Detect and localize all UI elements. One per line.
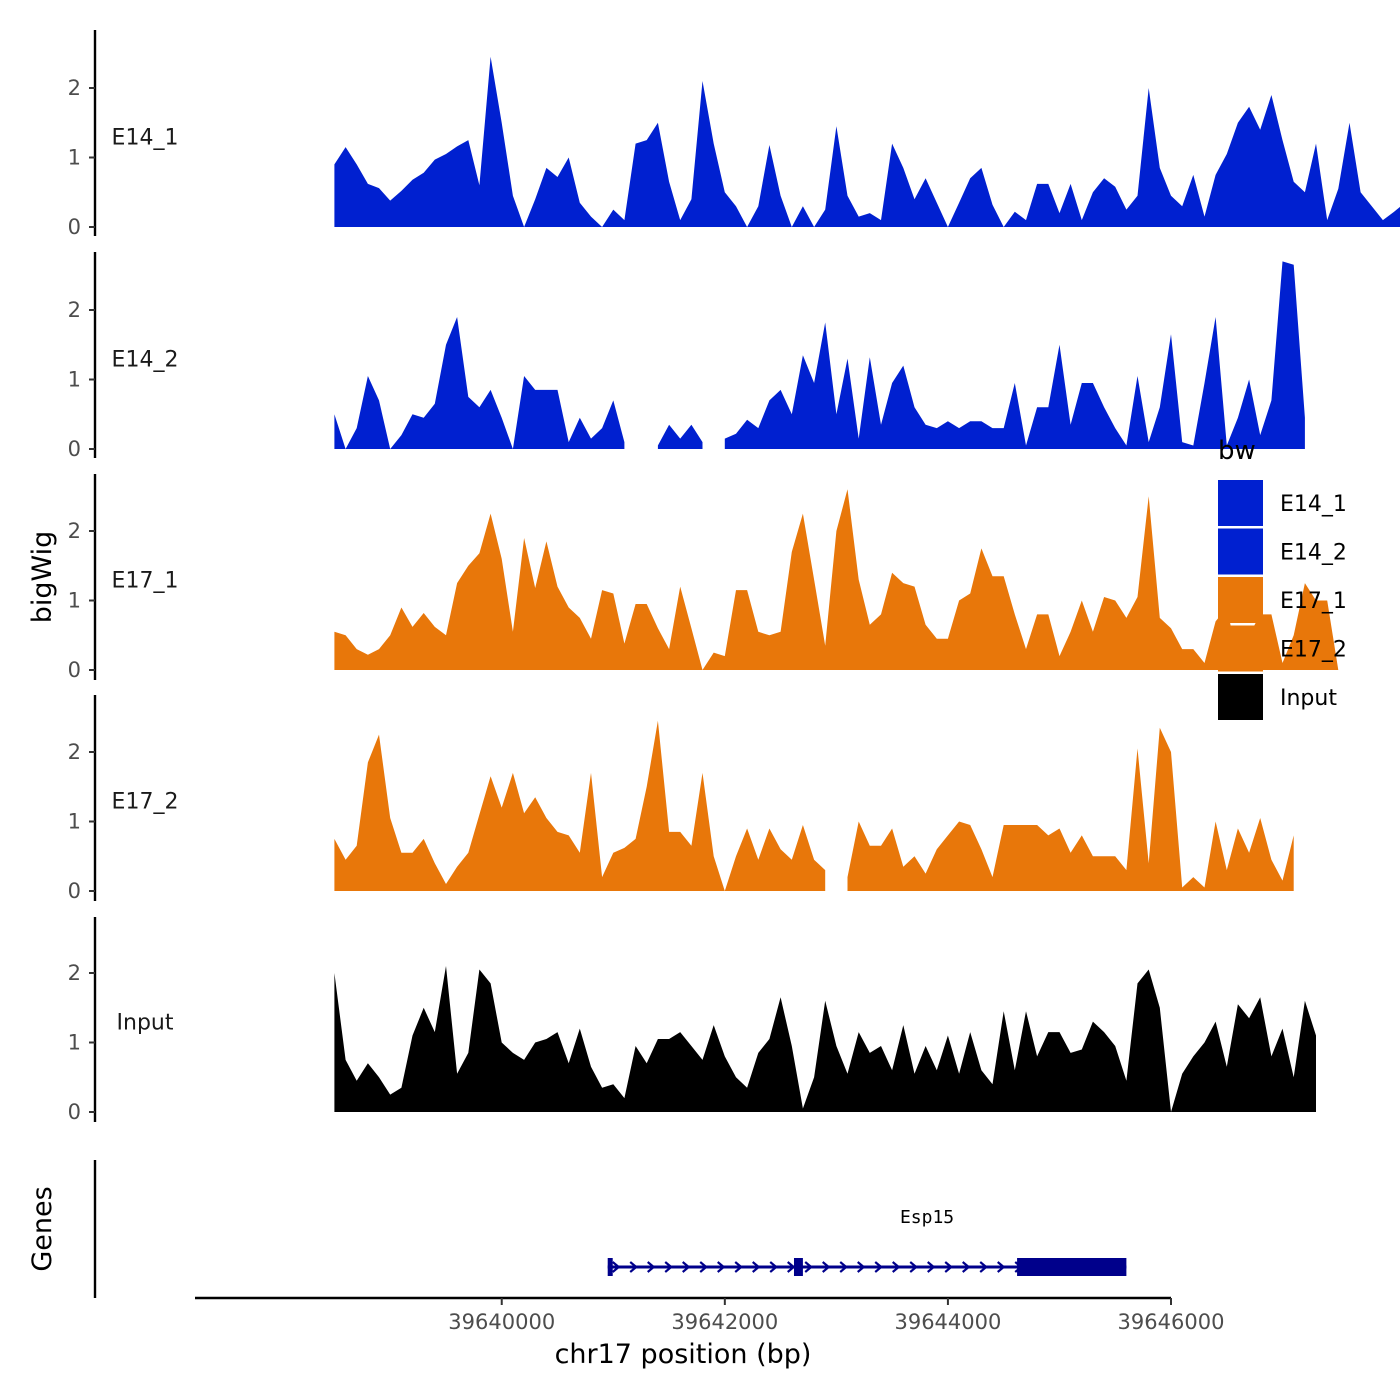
strand-arrow xyxy=(612,1261,621,1273)
gene-exon xyxy=(1017,1258,1127,1276)
signal-area-E14_2 xyxy=(334,317,625,449)
x-tick-label: 39644000 xyxy=(894,1310,1001,1334)
strand-arrow xyxy=(647,1261,656,1273)
legend-label: E14_2 xyxy=(1280,541,1347,566)
track-E17_2: 0 1 2 E17_2 xyxy=(68,695,1294,903)
y-tick-label: 1 xyxy=(68,146,81,170)
signal-area-Input xyxy=(334,966,1316,1112)
track-label: E17_2 xyxy=(112,790,179,815)
y-tick-label: 1 xyxy=(68,810,81,834)
legend-title: bw xyxy=(1218,436,1256,466)
legend-key-E17_2 xyxy=(1218,625,1263,672)
genes-track-title: Genes xyxy=(27,1186,58,1271)
legend-key-Input xyxy=(1218,674,1263,720)
strand-arrow xyxy=(979,1261,988,1273)
gene-models: Esp15 xyxy=(607,1207,1127,1276)
strand-arrow xyxy=(909,1261,918,1273)
x-tick-label: 39640000 xyxy=(448,1310,555,1334)
legend-label: Input xyxy=(1280,686,1337,711)
strand-arrow xyxy=(664,1261,673,1273)
y-tick-label: 0 xyxy=(68,879,81,903)
strand-arrow xyxy=(962,1261,971,1273)
track-label: E14_2 xyxy=(112,348,179,373)
y-axis-title: bigWig xyxy=(27,531,58,624)
track-label: Input xyxy=(117,1011,174,1036)
signal-area-E14_2 xyxy=(657,424,703,449)
x-axis: 39640000 39642000 39644000 39646000 xyxy=(195,1296,1225,1334)
strand-arrow xyxy=(804,1261,813,1273)
track-E17_1: 0 1 2 E17_1 xyxy=(68,474,1339,682)
legend-label: E14_1 xyxy=(1280,492,1347,517)
y-tick-label: 0 xyxy=(68,215,81,239)
gene-name-label: Esp15 xyxy=(900,1207,954,1228)
y-tick-label: 1 xyxy=(68,368,81,392)
genes-track: Genes Esp15 xyxy=(27,1160,1127,1298)
track-Input: 0 1 2 Input xyxy=(68,917,1316,1124)
strand-arrow xyxy=(769,1261,778,1273)
gene-Esp15: Esp15 xyxy=(607,1207,1127,1276)
track-label: E17_1 xyxy=(112,569,179,594)
strand-arrow xyxy=(997,1261,1006,1273)
legend-key-E17_1 xyxy=(1218,577,1263,623)
track-E14_2: 0 1 2 E14_2 xyxy=(68,252,1305,461)
y-tick-label: 1 xyxy=(68,1031,81,1055)
legend-key-E14_1 xyxy=(1218,480,1263,526)
y-tick-label: 0 xyxy=(68,437,81,461)
x-axis-title: chr17 position (bp) xyxy=(555,1339,812,1370)
y-tick-label: 0 xyxy=(68,658,81,682)
strand-arrow xyxy=(839,1261,848,1273)
track-label: E14_1 xyxy=(112,126,179,151)
y-tick-label: 1 xyxy=(68,589,81,613)
legend-label: E17_2 xyxy=(1280,638,1347,663)
y-tick-label: 2 xyxy=(68,961,81,985)
track-E14_1: 0 1 2 E14_1 xyxy=(68,30,1400,239)
signal-area-E14_1 xyxy=(334,56,1400,227)
legend: bw E14_1 E14_2 E17_1 E17_2 Input xyxy=(1218,436,1347,720)
strand-arrow xyxy=(874,1261,883,1273)
strand-arrow xyxy=(822,1261,831,1273)
signal-area-E14_2 xyxy=(724,261,1305,449)
y-tick-label: 0 xyxy=(68,1100,81,1124)
strand-arrow xyxy=(787,1261,796,1273)
strand-arrow xyxy=(892,1261,901,1273)
gene-exon xyxy=(607,1258,613,1276)
strand-arrow xyxy=(717,1261,726,1273)
y-tick-label: 2 xyxy=(68,298,81,322)
strand-arrow xyxy=(752,1261,761,1273)
y-tick-label: 2 xyxy=(68,519,81,543)
y-tick-label: 2 xyxy=(68,740,81,764)
strand-arrow xyxy=(629,1261,638,1273)
strand-arrow xyxy=(682,1261,691,1273)
legend-key-E14_2 xyxy=(1218,528,1263,575)
gene-exon xyxy=(793,1258,803,1276)
strand-arrow xyxy=(857,1261,866,1273)
signal-area-E17_1 xyxy=(334,489,1339,670)
legend-label: E17_1 xyxy=(1280,589,1347,614)
strand-arrow xyxy=(944,1261,953,1273)
x-tick-label: 39642000 xyxy=(671,1310,778,1334)
y-tick-label: 2 xyxy=(68,76,81,100)
signal-tracks: 0 1 2 E14_1 0 1 2 E14_2 0 1 2 E17_1 0 1 2 E17_2 0 1 2 Input xyxy=(68,30,1400,1124)
x-tick-label: 39646000 xyxy=(1118,1310,1225,1334)
strand-arrow xyxy=(734,1261,743,1273)
signal-area-E17_2 xyxy=(334,720,826,891)
strand-arrow xyxy=(927,1261,936,1273)
signal-area-E17_2 xyxy=(847,727,1294,891)
strand-arrow xyxy=(699,1261,708,1273)
